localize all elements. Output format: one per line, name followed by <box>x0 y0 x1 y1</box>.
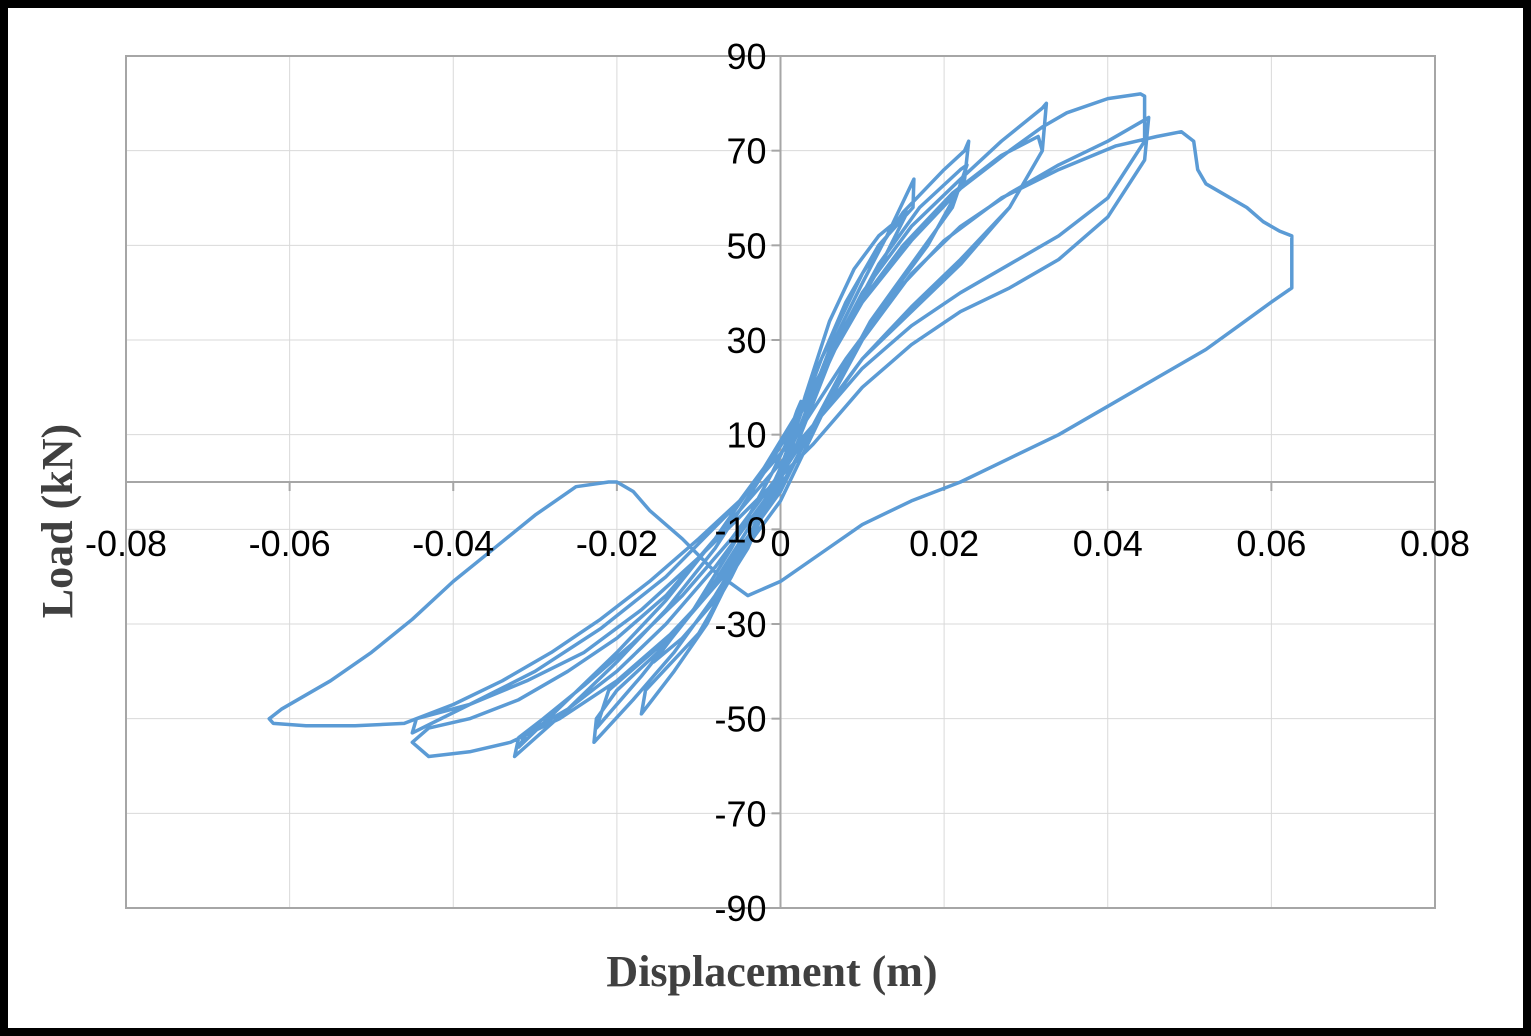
y-tick-label: -70 <box>714 793 766 834</box>
y-tick-label: 50 <box>726 225 766 266</box>
x-tick-labels: -0.08 -0.06 -0.04 -0.02 0 0.02 0.04 0.06 0.08 <box>85 523 1470 564</box>
x-tick-label: 0.04 <box>1073 523 1143 564</box>
hysteresis-chart: -0.08 -0.06 -0.04 -0.02 0 0.02 0.04 0.06 0.08 90… <box>33 36 1470 996</box>
y-axis-title: Load (kN) <box>33 424 82 618</box>
y-tick-label: 70 <box>726 131 766 172</box>
y-tick-label: -10 <box>714 509 766 550</box>
y-tick-label: -30 <box>714 604 766 645</box>
series-layer <box>267 92 1294 759</box>
y-tick-label: 90 <box>726 36 766 77</box>
y-tick-label: 10 <box>726 415 766 456</box>
x-axis-title: Displacement (m) <box>606 947 937 996</box>
y-tick-labels: 90 70 50 30 10 -10 -30 -50 -70 -90 <box>714 36 766 929</box>
y-tick-label: -50 <box>714 699 766 740</box>
y-tick-label: -90 <box>714 888 766 929</box>
y-tick-label: 30 <box>726 320 766 361</box>
x-tick-label: 0 <box>770 523 790 564</box>
x-tick-label: 0.06 <box>1236 523 1306 564</box>
x-tick-label: 0.02 <box>909 523 979 564</box>
x-tick-label: 0.08 <box>1400 523 1470 564</box>
x-tick-label: -0.08 <box>85 523 167 564</box>
x-tick-label: -0.06 <box>249 523 331 564</box>
x-tick-label: -0.02 <box>576 523 658 564</box>
x-tick-label: -0.04 <box>412 523 494 564</box>
hysteresis-series-line <box>267 92 1294 759</box>
